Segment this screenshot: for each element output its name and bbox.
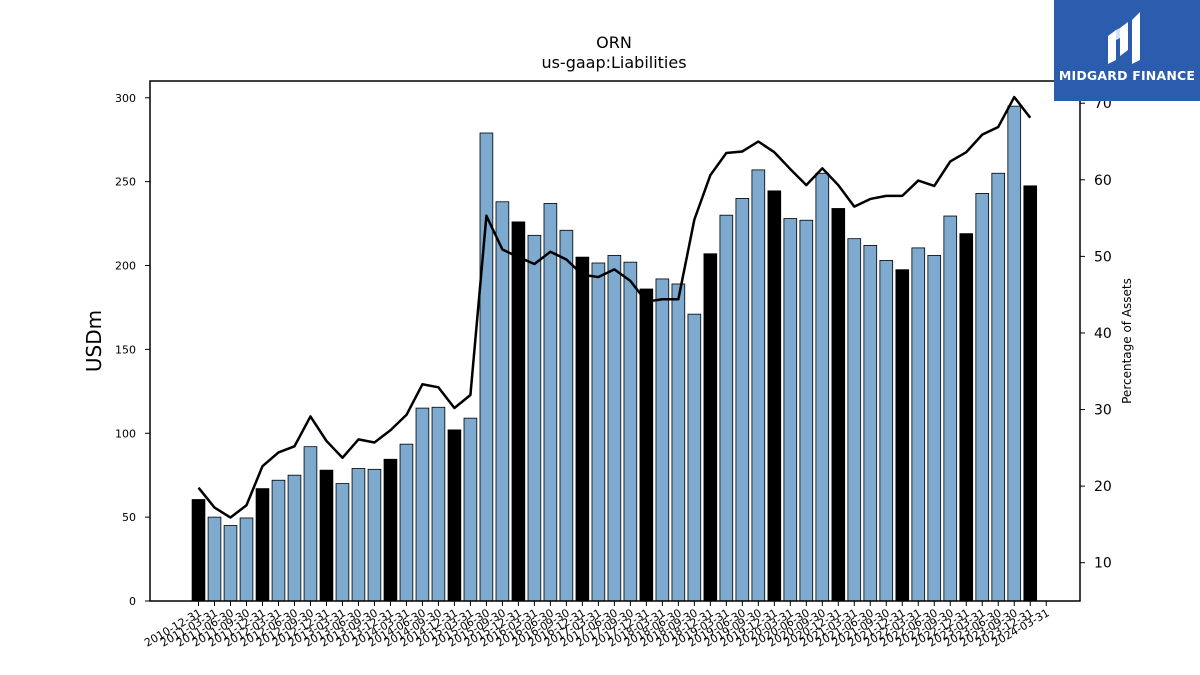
y-tick-label: 250 — [115, 176, 136, 189]
y-tick-label: 50 — [122, 511, 136, 524]
bar-2016-03-31 — [527, 234, 542, 602]
bar-2023-09-30 — [1007, 105, 1022, 602]
bar-2016-09-30 — [559, 229, 574, 602]
bar-2019-12-31 — [767, 190, 782, 602]
y-tick-label: 300 — [115, 92, 136, 105]
bar-2023-12-31 — [1023, 185, 1038, 602]
bar-2017-12-31 — [639, 288, 654, 602]
y-tick-label: 100 — [115, 427, 136, 440]
bar-2017-06-30 — [607, 255, 622, 602]
bar-2023-06-30 — [991, 172, 1006, 602]
bar-2015-03-31 — [463, 417, 478, 602]
plot-frame — [149, 80, 1081, 602]
bar-2021-09-30 — [879, 260, 894, 602]
bar-2018-09-30 — [687, 313, 702, 602]
bar-2020-09-30 — [815, 172, 830, 602]
y-tick-label: 150 — [115, 343, 136, 356]
bar-2018-03-31 — [655, 278, 670, 602]
bar-2014-06-30 — [415, 407, 430, 602]
bar-2014-09-30 — [431, 406, 446, 602]
y2-tick-label: 20 — [1094, 479, 1112, 495]
bar-2011-06-30 — [223, 525, 238, 602]
bar-2010-12-31 — [191, 499, 206, 602]
bar-2013-03-31 — [335, 483, 350, 602]
y2-tick-label: 60 — [1094, 173, 1112, 189]
bar-2017-09-30 — [623, 261, 638, 602]
bar-2019-06-30 — [735, 198, 750, 602]
bar-2013-09-30 — [367, 468, 382, 602]
bar-2015-06-30 — [479, 132, 494, 602]
bar-2018-12-31 — [703, 253, 718, 602]
bar-2020-03-31 — [783, 218, 798, 602]
logo-text: MIDGARD FINANCE — [1058, 68, 1196, 83]
chart-subtitle: us-gaap:Liabilities — [541, 53, 686, 72]
y2-tick-label: 30 — [1094, 403, 1112, 419]
y2-axis-label: Percentage of Assets — [1120, 278, 1134, 404]
bar-2011-09-30 — [239, 517, 254, 602]
bar-2019-03-31 — [719, 214, 734, 602]
y-tick-label: 200 — [115, 260, 136, 273]
bar-2011-03-31 — [207, 516, 222, 602]
bar-2013-06-30 — [351, 468, 366, 602]
bar-2022-09-30 — [943, 215, 958, 602]
y2-tick-label: 40 — [1094, 326, 1112, 342]
bar-2021-03-31 — [847, 238, 862, 602]
bar-2014-03-31 — [399, 443, 414, 602]
bar-2018-06-30 — [671, 283, 686, 602]
y2-tick-label: 10 — [1094, 556, 1112, 572]
bar-2012-09-30 — [303, 446, 318, 602]
y-tick-label: 0 — [129, 595, 136, 608]
bar-2021-12-31 — [895, 269, 910, 602]
midgard-finance-logo: MIDGARD FINANCE — [1054, 0, 1200, 101]
bar-2014-12-31 — [447, 429, 462, 602]
midgard-logo-icon — [1108, 12, 1140, 64]
bar-2015-12-31 — [511, 221, 526, 602]
bar-2022-12-31 — [959, 233, 974, 602]
y-axis-label: USDm — [82, 310, 106, 372]
percentage-line — [197, 95, 1032, 519]
bar-2017-03-31 — [591, 262, 606, 602]
bar-2012-03-31 — [271, 479, 286, 602]
bar-2012-12-31 — [319, 469, 334, 602]
y2-tick-label: 50 — [1094, 249, 1112, 265]
bar-2021-06-30 — [863, 244, 878, 602]
chart-title: ORN — [596, 33, 632, 52]
bar-2016-06-30 — [543, 203, 558, 602]
bar-2022-03-31 — [911, 247, 926, 602]
bar-2013-12-31 — [383, 458, 398, 602]
bar-2020-06-30 — [799, 219, 814, 602]
bar-2015-09-30 — [495, 201, 510, 602]
bar-2022-06-30 — [927, 255, 942, 602]
bar-2012-06-30 — [287, 474, 302, 602]
bar-2011-12-31 — [255, 488, 270, 602]
bar-2020-12-31 — [831, 208, 846, 602]
bar-2019-09-30 — [751, 169, 766, 602]
bar-2016-12-31 — [575, 256, 590, 602]
bar-2023-03-31 — [975, 192, 990, 602]
